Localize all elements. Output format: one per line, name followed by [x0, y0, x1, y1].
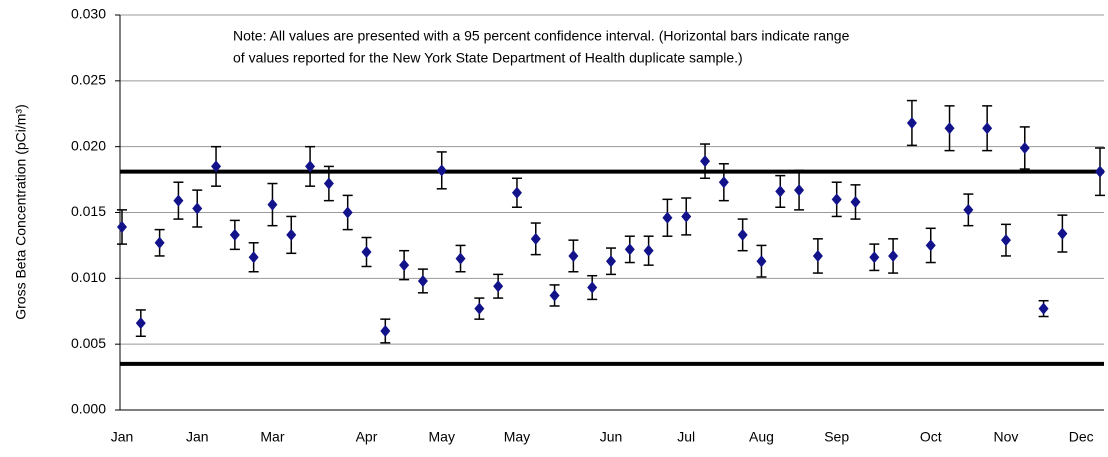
marker	[1095, 165, 1105, 178]
marker	[135, 317, 146, 330]
marker	[305, 160, 316, 173]
y-tick-label: 0.030	[71, 6, 106, 22]
marker	[399, 259, 410, 272]
y-tick-label: 0.000	[71, 401, 106, 417]
annotation: Note: All values are presented with a 95…	[233, 28, 850, 44]
marker	[587, 281, 598, 294]
marker	[380, 325, 391, 337]
x-tick-label: Mar	[260, 429, 284, 445]
marker	[700, 155, 711, 168]
marker	[944, 122, 955, 135]
marker	[606, 255, 616, 268]
marker	[869, 251, 880, 264]
x-tick-label: Jan	[186, 429, 209, 445]
marker	[154, 236, 165, 249]
marker	[982, 122, 993, 135]
y-tick-label: 0.020	[71, 137, 106, 153]
x-tick-label: May	[504, 429, 530, 445]
marker	[963, 203, 974, 216]
marker	[850, 195, 861, 208]
x-tick-label: Jan	[111, 429, 134, 445]
marker	[229, 228, 240, 241]
x-tick-label: Nov	[994, 429, 1019, 445]
marker	[906, 116, 917, 129]
marker	[1019, 141, 1030, 154]
marker	[624, 243, 635, 256]
marker	[568, 249, 579, 262]
y-tick-label: 0.005	[71, 335, 106, 351]
y-tick-label: 0.025	[71, 72, 106, 88]
marker	[794, 184, 805, 197]
marker	[1000, 234, 1011, 247]
marker	[643, 244, 654, 257]
marker	[888, 249, 899, 262]
marker	[117, 220, 127, 233]
marker	[493, 280, 504, 293]
marker	[662, 211, 673, 224]
marker	[831, 193, 842, 206]
marker	[361, 246, 372, 258]
marker	[323, 177, 334, 190]
marker	[718, 176, 729, 189]
x-tick-label: Jun	[600, 429, 623, 445]
marker	[737, 228, 748, 241]
marker	[1057, 227, 1068, 240]
x-tick-label: Dec	[1069, 429, 1094, 445]
marker	[1038, 302, 1049, 315]
marker	[417, 274, 428, 287]
marker	[192, 202, 203, 215]
y-tick-label: 0.010	[71, 269, 106, 285]
marker	[173, 194, 184, 207]
marker	[342, 206, 353, 219]
marker	[211, 160, 222, 173]
marker	[925, 239, 936, 252]
marker	[248, 251, 259, 264]
marker	[474, 302, 485, 315]
x-tick-label: Oct	[920, 429, 942, 445]
marker	[436, 164, 447, 177]
marker	[455, 252, 466, 265]
marker	[812, 249, 823, 262]
x-tick-label: May	[429, 429, 455, 445]
x-tick-label: Apr	[356, 429, 378, 445]
y-tick-label: 0.015	[71, 203, 106, 219]
marker	[267, 198, 278, 211]
x-tick-label: Aug	[749, 429, 774, 445]
marker	[756, 255, 767, 268]
marker	[775, 185, 786, 198]
marker	[530, 232, 541, 245]
marker	[549, 289, 560, 302]
marker	[286, 228, 297, 241]
x-tick-label: Sep	[824, 429, 849, 445]
marker	[511, 186, 522, 199]
annotation: of values reported for the New York Stat…	[233, 50, 743, 66]
x-tick-label: Jul	[677, 429, 695, 445]
y-axis-label: Gross Beta Concentration (pCi/m³)	[13, 104, 29, 320]
marker	[681, 210, 692, 223]
